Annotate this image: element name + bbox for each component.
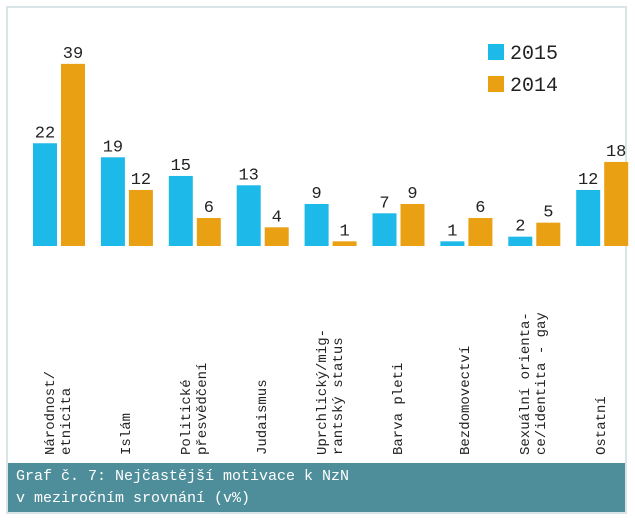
legend-swatch bbox=[488, 44, 504, 60]
value-label: 7 bbox=[379, 194, 389, 213]
value-label: 6 bbox=[475, 199, 485, 218]
value-label: 9 bbox=[407, 185, 417, 204]
category-label: Ostatní bbox=[594, 396, 611, 455]
bar bbox=[372, 213, 397, 246]
value-label: 6 bbox=[204, 199, 214, 218]
category-label: Uprchlický/mig- rantský status bbox=[314, 328, 347, 455]
value-label: 1 bbox=[447, 222, 457, 241]
category-label: Politické přesvědčení bbox=[178, 362, 211, 455]
value-label: 13 bbox=[238, 166, 258, 185]
category-label: Národnost/ etnicita bbox=[43, 370, 75, 455]
bar bbox=[604, 161, 629, 246]
bar bbox=[168, 175, 193, 246]
category-label: Islám bbox=[118, 412, 135, 455]
category-label: Barva pleti bbox=[390, 362, 407, 455]
category-label: Judaismus bbox=[254, 379, 271, 455]
legend-label: 2015 bbox=[510, 43, 558, 66]
bar bbox=[576, 189, 601, 246]
legend-swatch bbox=[488, 76, 504, 92]
bar bbox=[536, 222, 561, 246]
bar bbox=[128, 189, 153, 246]
value-label: 4 bbox=[272, 208, 282, 227]
frame bbox=[6, 6, 627, 514]
value-label: 2 bbox=[515, 218, 525, 237]
value-label: 19 bbox=[103, 138, 123, 157]
value-label: 12 bbox=[131, 171, 151, 190]
category-label: Sexuální orienta- ce/identita - gay bbox=[518, 312, 551, 455]
value-label: 12 bbox=[578, 171, 598, 190]
bar bbox=[400, 203, 425, 246]
value-label: 1 bbox=[339, 222, 349, 241]
value-label: 5 bbox=[543, 204, 553, 223]
category-label: Bezdomovectví bbox=[458, 345, 475, 455]
bar bbox=[100, 157, 125, 246]
bar bbox=[332, 241, 357, 246]
bar bbox=[33, 143, 57, 246]
bar bbox=[61, 63, 85, 247]
bar bbox=[440, 241, 465, 246]
bar bbox=[508, 236, 533, 246]
bar bbox=[264, 227, 289, 246]
caption: Graf č. 7: Nejčastější motivace k NzN v … bbox=[8, 463, 625, 512]
value-label: 39 bbox=[63, 45, 83, 64]
value-label: 18 bbox=[606, 143, 626, 162]
value-label: 22 bbox=[35, 124, 55, 143]
value-label: 15 bbox=[171, 157, 191, 176]
value-label: 9 bbox=[311, 185, 321, 204]
bar bbox=[196, 217, 221, 246]
bar bbox=[468, 217, 493, 246]
bar bbox=[236, 185, 261, 246]
bar bbox=[304, 203, 329, 246]
legend-label: 2014 bbox=[510, 75, 558, 98]
